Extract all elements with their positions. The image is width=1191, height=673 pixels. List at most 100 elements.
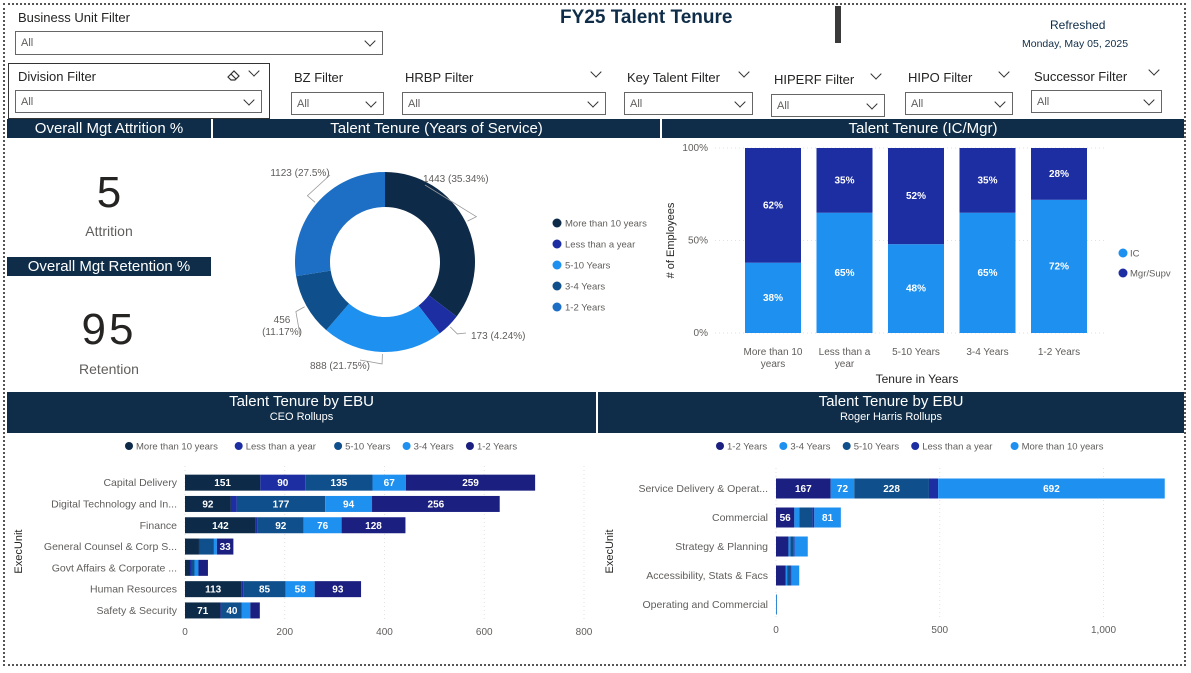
bar-segment[interactable] — [794, 507, 800, 528]
bar-segment[interactable] — [189, 559, 192, 576]
bar-segment[interactable] — [793, 536, 795, 557]
bar-segment-ic[interactable] — [745, 262, 801, 333]
bar-segment[interactable] — [799, 507, 813, 528]
hiperf-filter[interactable]: All — [771, 94, 885, 117]
bar-segment[interactable] — [216, 538, 234, 555]
bar-segment[interactable] — [257, 517, 304, 534]
ceo-rollups-title: Talent Tenure by EBU — [229, 393, 374, 410]
legend-marker — [911, 442, 920, 450]
successor-filter[interactable]: All — [1031, 90, 1162, 113]
bar-segment[interactable] — [372, 474, 406, 491]
bar-segment[interactable] — [191, 559, 195, 576]
bar-segment[interactable] — [791, 565, 800, 586]
bar-segment[interactable] — [314, 581, 362, 598]
bar-segment[interactable] — [788, 536, 791, 557]
bar-segment[interactable] — [776, 536, 789, 557]
x-tick-label: More than 10 — [744, 347, 803, 358]
bar-segment[interactable] — [372, 495, 500, 512]
bar-segment[interactable] — [794, 536, 808, 557]
dashboard-frame — [3, 3, 1186, 666]
bar-segment[interactable] — [213, 538, 217, 555]
x-tick-label: 0 — [773, 625, 779, 636]
bar-segment[interactable] — [243, 581, 286, 598]
bar-segment[interactable] — [812, 507, 815, 528]
bar-segment[interactable] — [185, 474, 261, 491]
legend-label: Mgr/Supv — [1130, 269, 1171, 280]
bar-segment-mgr[interactable] — [1031, 148, 1087, 200]
bar-segment[interactable] — [255, 517, 258, 534]
bar-segment[interactable] — [790, 565, 792, 586]
donut-leader-line — [295, 306, 305, 336]
bar-segment[interactable] — [787, 565, 791, 586]
bar-segment[interactable] — [198, 538, 200, 555]
bar-segment[interactable] — [341, 517, 406, 534]
legend-marker — [234, 442, 243, 450]
bar-segment[interactable] — [250, 602, 260, 619]
retention-label: Retention — [79, 361, 139, 377]
bar-segment-ic[interactable] — [816, 212, 873, 333]
bar-segment[interactable] — [303, 517, 342, 534]
bar-segment[interactable] — [854, 478, 929, 499]
bar-segment-mgr[interactable] — [816, 148, 873, 213]
bar-segment[interactable] — [230, 495, 237, 512]
donut-slice[interactable] — [418, 295, 457, 334]
bar-segment[interactable] — [194, 559, 199, 576]
bar-segment[interactable] — [776, 478, 831, 499]
bar-segment[interactable] — [185, 495, 231, 512]
bar-segment[interactable] — [830, 478, 855, 499]
donut-data-label: 1443 (35.34%) — [423, 174, 489, 185]
bar-segment[interactable] — [199, 538, 214, 555]
bar-segment-mgr[interactable] — [959, 148, 1016, 213]
bar-segment[interactable] — [405, 474, 536, 491]
bar-segment[interactable] — [325, 495, 373, 512]
bar-segment[interactable] — [938, 478, 1165, 499]
bar-segment[interactable] — [241, 581, 244, 598]
bar-segment[interactable] — [785, 565, 788, 586]
bar-segment[interactable] — [185, 581, 242, 598]
bar-segment[interactable] — [241, 602, 251, 619]
legend-label: 3-4 Years — [565, 282, 605, 293]
bar-segment[interactable] — [776, 594, 777, 615]
bar-segment[interactable] — [185, 559, 190, 576]
bar-segment[interactable] — [236, 495, 326, 512]
bar-segment[interactable] — [220, 602, 222, 619]
bar-segment[interactable] — [790, 536, 794, 557]
bar-data-label: 56 — [780, 513, 792, 524]
bar-segment-ic[interactable] — [1031, 199, 1087, 333]
bar-segment-ic[interactable] — [959, 212, 1016, 333]
bar-segment[interactable] — [185, 538, 199, 555]
bar-segment[interactable] — [185, 602, 221, 619]
chevron-down-icon — [364, 35, 376, 47]
bar-segment[interactable] — [198, 559, 208, 576]
bar-segment[interactable] — [185, 517, 256, 534]
category-label: Govt Affairs & Corporate ... — [52, 562, 177, 574]
donut-data-label: 173 (4.24%) — [471, 331, 525, 342]
donut-slice[interactable] — [295, 172, 385, 277]
bar-data-label: 71 — [197, 606, 209, 617]
bar-segment[interactable] — [260, 474, 306, 491]
division-filter[interactable]: All — [15, 90, 262, 113]
bar-segment[interactable] — [776, 507, 795, 528]
bar-segment[interactable] — [221, 602, 242, 619]
donut-slice[interactable] — [296, 270, 350, 331]
bar-segment[interactable] — [285, 581, 315, 598]
bar-segment[interactable] — [928, 478, 939, 499]
bar-segment-mgr[interactable] — [745, 148, 801, 263]
category-label: Commercial — [712, 512, 768, 524]
bar-segment-mgr[interactable] — [888, 148, 944, 245]
donut-slice[interactable] — [326, 303, 440, 352]
eraser-icon[interactable] — [226, 68, 242, 87]
hrbp-filter[interactable]: All — [402, 92, 606, 115]
legend-marker — [1118, 248, 1128, 258]
donut-slice[interactable] — [385, 172, 475, 317]
hipo-filter[interactable]: All — [905, 92, 1013, 115]
bar-segment[interactable] — [776, 565, 786, 586]
key-talent-filter[interactable]: All — [624, 92, 753, 115]
business-unit-filter[interactable]: All — [15, 31, 383, 55]
bz-filter[interactable]: All — [291, 92, 384, 115]
bar-segment[interactable] — [305, 474, 373, 491]
bar-data-label: 35% — [834, 175, 854, 186]
bar-data-label: 72 — [837, 484, 849, 495]
bar-segment[interactable] — [814, 507, 841, 528]
bar-segment-ic[interactable] — [888, 244, 944, 333]
